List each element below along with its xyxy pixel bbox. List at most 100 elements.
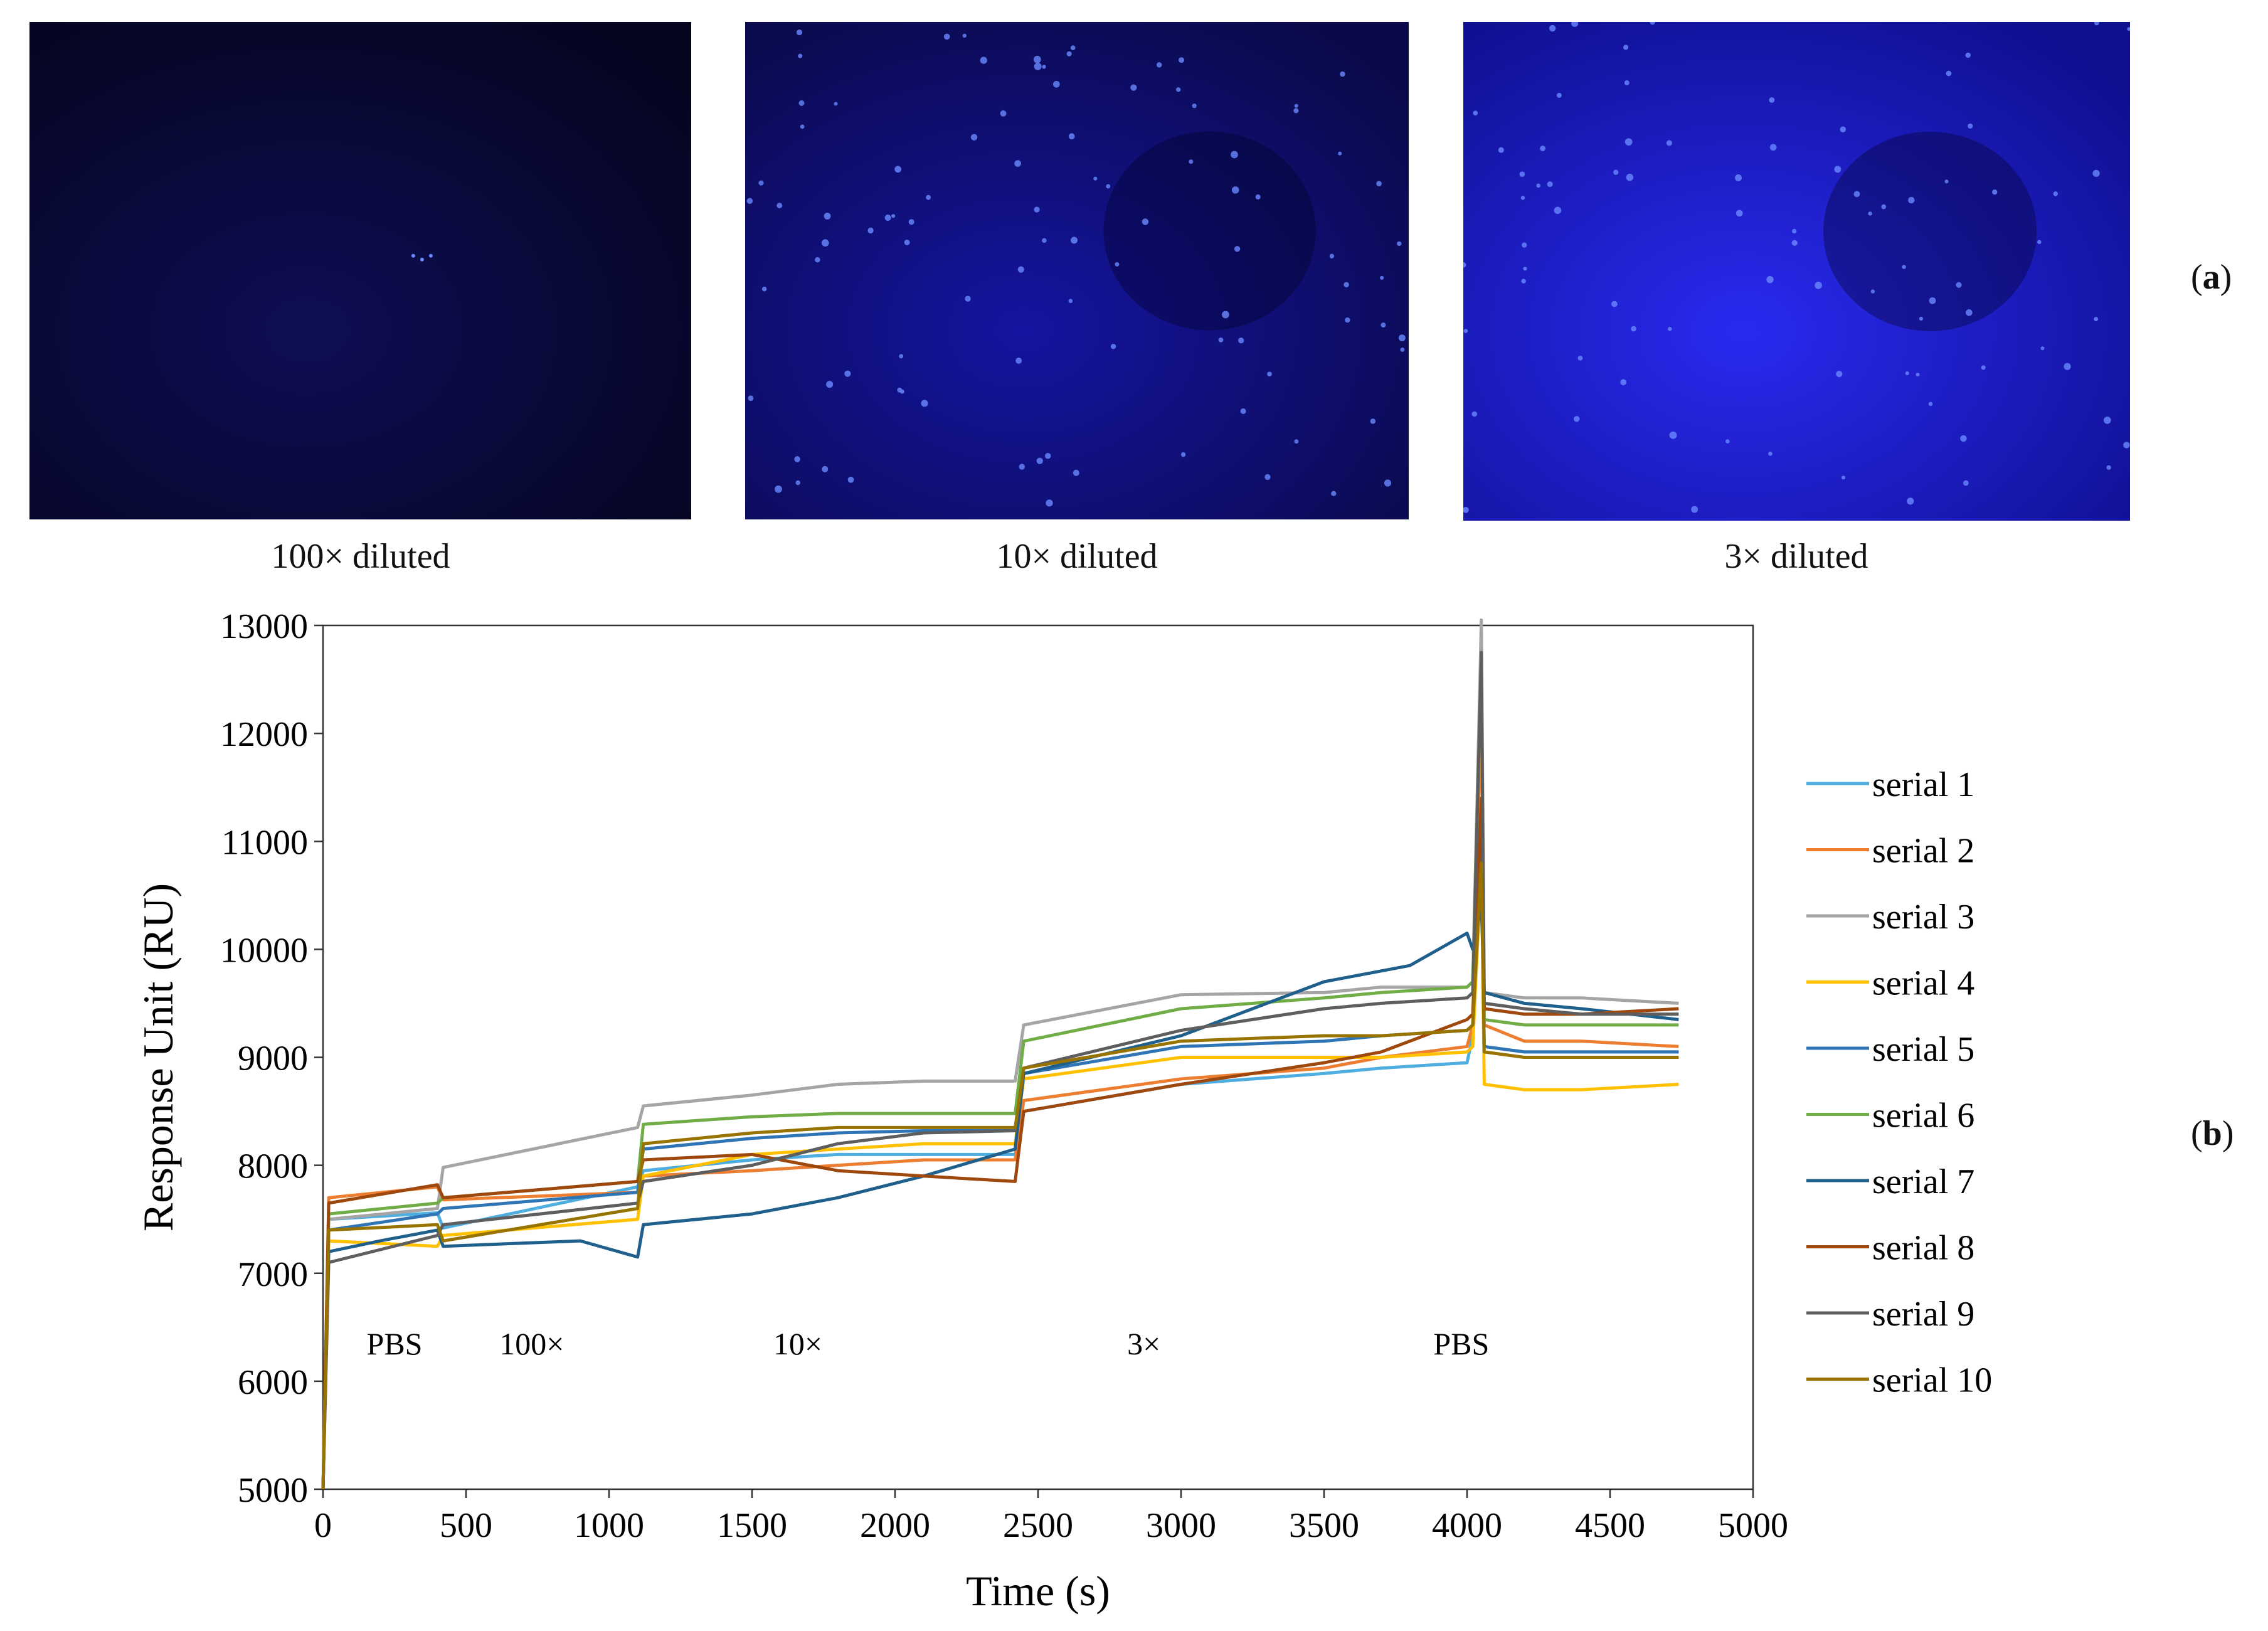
fluorescent-dot: [2127, 27, 2130, 31]
fluorescent-dot: [1540, 146, 1546, 151]
fluorescent-dot: [1115, 262, 1120, 267]
micrograph-background: [1463, 22, 2130, 521]
fluorescent-dot: [775, 485, 782, 493]
legend-label-10: serial 10: [1872, 1361, 1992, 1400]
fluorescent-dot: [822, 465, 829, 472]
fluorescent-dot: [1380, 275, 1384, 280]
fluorescent-dot: [1769, 97, 1775, 103]
series-line-6: [321, 656, 1679, 1490]
fluorescent-dot: [1066, 51, 1072, 56]
fluorescent-dot: [1556, 92, 1562, 98]
fluorescent-dot: [847, 476, 854, 483]
panel-letter-a: a: [2202, 258, 2220, 297]
fluorescent-dot: [1611, 300, 1618, 307]
fluorescent-dot: [1068, 133, 1075, 140]
fluorescent-dot: [1868, 211, 1872, 216]
fluorescent-dot: [1218, 337, 1224, 343]
fluorescent-dot: [1255, 194, 1261, 199]
fluorescent-dot: [1042, 238, 1047, 243]
fluorescent-dot: [1624, 138, 1633, 146]
fluorescent-dot: [867, 227, 874, 234]
fluorescent-dot: [1766, 276, 1774, 284]
micrograph-background: [745, 22, 1409, 519]
fluorescent-dot: [1691, 506, 1698, 513]
fluorescent-dot: [1189, 159, 1194, 164]
fluorescent-dot: [1294, 104, 1298, 108]
fluorescent-dot: [1400, 348, 1405, 352]
fluorescent-dot: [1554, 206, 1562, 215]
fluorescent-dot: [894, 166, 902, 173]
fluorescent-dot: [1376, 181, 1382, 186]
legend-label-2: serial 2: [1872, 832, 1974, 871]
phase-annotation: PBS: [1433, 1326, 1489, 1361]
fluorescent-dot: [1380, 322, 1386, 328]
fluorescent-dot: [1110, 344, 1116, 349]
fluorescent-dot: [1944, 179, 1949, 184]
fluorescent-dot: [1397, 241, 1402, 247]
fluorescent-dot: [1130, 84, 1137, 91]
fluorescent-dot: [1192, 104, 1197, 109]
fluorescent-dot: [1471, 411, 1478, 417]
fluorescent-dot: [834, 102, 838, 106]
micrograph-100x-diluted: [29, 22, 691, 519]
x-tick-label: 4000: [1432, 1506, 1502, 1545]
fluorescent-dot: [1000, 110, 1007, 117]
fluorescent-dot: [1536, 183, 1541, 188]
fluorescent-dot: [2040, 346, 2045, 351]
fluorescent-dot: [1956, 282, 1962, 288]
x-tick-label: 4500: [1575, 1506, 1645, 1545]
fluorescent-dot: [1073, 469, 1079, 476]
fluorescent-dot: [1902, 265, 1906, 269]
y-tick-label: 9000: [238, 1039, 308, 1078]
fluorescent-dot: [1036, 457, 1043, 464]
fluorescent-dot: [1338, 151, 1342, 156]
fluorescent-dot: [776, 203, 783, 209]
x-tick-label: 3500: [1289, 1506, 1359, 1545]
fluorescent-dot: [1234, 246, 1241, 252]
y-tick-label: 6000: [238, 1363, 308, 1402]
fluorescent-dot: [1631, 326, 1636, 332]
panel-letter-b: b: [2202, 1114, 2222, 1153]
phase-annotations: PBS 100× 10× 3× PBS: [367, 1326, 1490, 1361]
micrograph-3x-diluted: [1463, 22, 2130, 521]
fluorescent-dot: [1179, 57, 1185, 63]
fluorescent-dot: [970, 134, 978, 141]
y-tick-label: 8000: [238, 1147, 308, 1186]
y-tick-label: 7000: [238, 1255, 308, 1294]
fluorescent-dot: [1014, 160, 1021, 167]
fluorescent-dot: [1156, 62, 1162, 68]
fluorescent-dot: [1015, 358, 1022, 364]
fluorescent-dot: [1626, 173, 1634, 181]
legend-label-8: serial 8: [1872, 1229, 1974, 1268]
fluorescent-dot: [1017, 266, 1024, 273]
x-tick-label: 1000: [574, 1506, 644, 1545]
y-axis-label: Response Unit (RU): [134, 883, 182, 1231]
fluorescent-dot: [1329, 253, 1335, 258]
legend: serial 1 serial 2 serial 3 serial 4 serial 5…: [1806, 765, 1992, 1400]
fluorescent-dot: [1519, 171, 1525, 177]
micrograph-3x-svg: [1463, 22, 2130, 521]
fluorescent-dot: [821, 239, 829, 247]
fluorescent-dot: [1046, 499, 1053, 507]
fluorescent-dot: [1176, 87, 1181, 92]
fluorescent-dot: [897, 387, 903, 393]
dark-region: [1103, 131, 1316, 331]
fluorescent-dot: [2106, 465, 2111, 470]
fluorescent-dot: [1071, 236, 1078, 244]
fluorescent-dot: [1044, 452, 1051, 459]
fluorescent-dot: [1992, 189, 1998, 195]
x-tick-label: 3000: [1146, 1506, 1216, 1545]
fluorescent-dot: [899, 354, 904, 359]
fluorescent-dot: [1222, 311, 1229, 319]
y-tick-label: 5000: [238, 1471, 308, 1510]
panel-label-a: (a): [2191, 258, 2232, 297]
fluorescent-dot: [824, 212, 831, 220]
y-tick-label: 10000: [220, 931, 308, 970]
fluorescent-dot: [748, 395, 754, 401]
fluorescent-dot: [1650, 22, 1656, 25]
fluorescent-dot: [1093, 176, 1098, 181]
fluorescent-dot: [980, 56, 987, 64]
fluorescent-dot: [1768, 451, 1773, 456]
fluorescent-dot: [1791, 240, 1798, 246]
caption-10x: 10× diluted: [996, 537, 1158, 576]
